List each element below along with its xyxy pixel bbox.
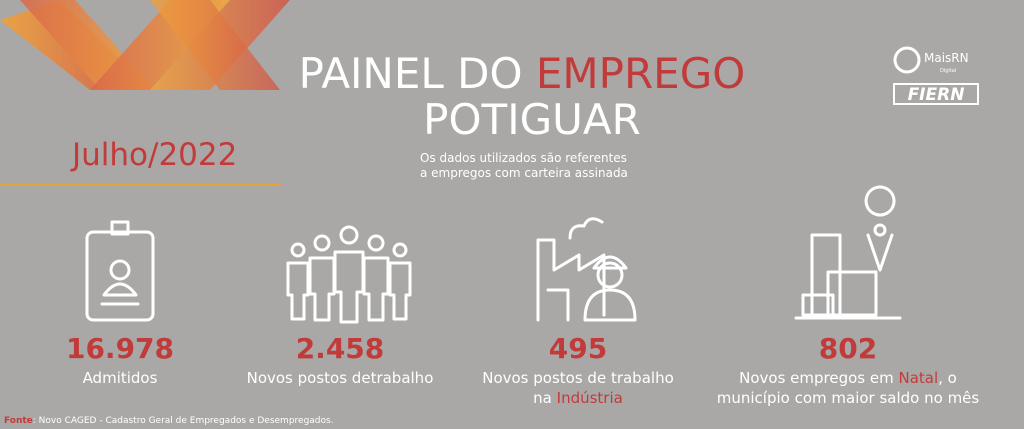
stat-label-part: Indústria <box>557 389 623 407</box>
icon-workers <box>286 225 412 324</box>
stat-label-part: Novos empregos em <box>739 369 898 387</box>
stats: 16.978 Admitidos 2.458 Novos postos detraba… <box>66 332 979 407</box>
logo-text: MaisRN <box>924 51 969 65</box>
title-highlight: EMPREGO <box>536 49 745 98</box>
title-part: PAINEL DO <box>299 49 536 98</box>
stat-value: 802 <box>819 332 877 365</box>
footer-key: Fonte <box>4 416 33 426</box>
icon-industry <box>536 217 637 322</box>
stat-label: Admitidos <box>83 369 158 387</box>
period: Julho/2022 <box>70 137 237 173</box>
logo-mais-rn: MaisRN Digital <box>893 46 969 74</box>
stat-label-part: município com maior saldo no mês <box>717 389 980 407</box>
note-line2: a empregos com carteira assinada <box>420 166 628 180</box>
period-underline <box>0 183 282 186</box>
stat-label-part: Admitidos <box>83 369 158 387</box>
stat-label: Novos empregos em Natal, o <box>739 369 957 387</box>
stat-label-part: Novos postos de trabalho <box>482 369 674 387</box>
stat-label: município com maior saldo no mês <box>717 389 980 407</box>
stat-value: 495 <box>549 332 607 365</box>
stat-label-part: Novos postos de <box>247 369 371 387</box>
logo-fiern: FIERN <box>908 85 965 105</box>
note-line1: Os dados utilizados são referentes <box>420 151 627 165</box>
logo-fiern-box <box>893 83 979 105</box>
decor-stripes <box>0 0 290 90</box>
footer-text: : Novo CAGED - Cadastro Geral de Emprega… <box>33 416 334 426</box>
title-line2: POTIGUAR <box>423 95 641 144</box>
stat-label-part: Natal <box>898 369 938 387</box>
stat-label-part: trabalho <box>371 369 434 387</box>
footer: Fonte: Novo CAGED - Cadastro Geral de Em… <box>4 416 334 426</box>
stat-label: Novos postos de trabalho <box>482 369 674 387</box>
stat-label: na Indústria <box>533 389 623 407</box>
stat-value: 16.978 <box>66 332 174 365</box>
stat-value: 2.458 <box>296 332 385 365</box>
stat-label: Novos postos detrabalho <box>247 369 434 387</box>
stat-label-part: na <box>533 389 556 407</box>
icon-badge <box>85 220 155 322</box>
logo-subtext: Digital <box>940 68 956 74</box>
title-line1: PAINEL DO EMPREGO <box>299 49 746 98</box>
icon-city <box>794 185 902 320</box>
stat-label-part: , o <box>938 369 957 387</box>
